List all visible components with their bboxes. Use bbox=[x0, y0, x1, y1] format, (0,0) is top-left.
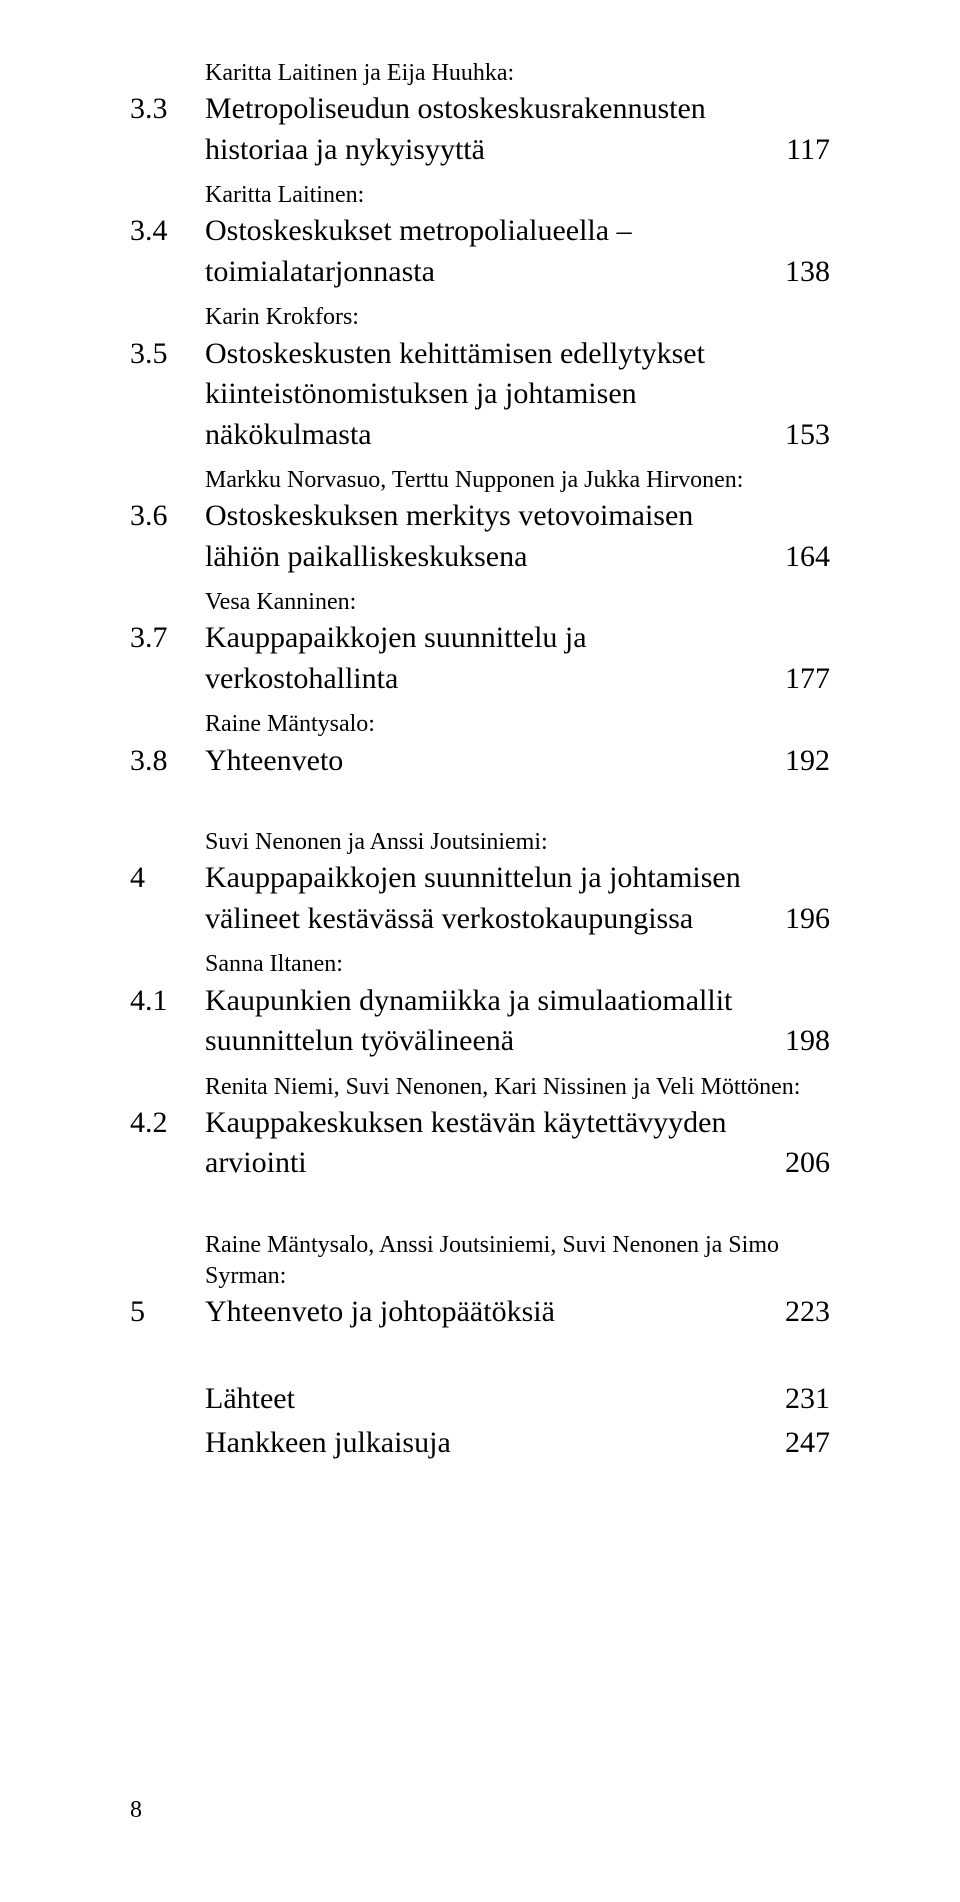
toc-entry: Hankkeen julkaisuja 247 bbox=[130, 1423, 830, 1464]
entry-author: Raine Mäntysalo: bbox=[130, 709, 830, 740]
table-of-contents: Karitta Laitinen ja Eija Huuhka: 3.3 Met… bbox=[130, 58, 830, 1464]
entry-number: 4.2 bbox=[130, 1103, 205, 1144]
entry-page: 153 bbox=[770, 415, 830, 456]
entry-author: Vesa Kanninen: bbox=[130, 587, 830, 618]
entry-author: Sanna Iltanen: bbox=[130, 949, 830, 980]
page: Karitta Laitinen ja Eija Huuhka: 3.3 Met… bbox=[0, 0, 960, 1902]
entry-author: Raine Mäntysalo, Anssi Joutsiniemi, Suvi… bbox=[130, 1230, 830, 1292]
entry-title: Yhteenveto bbox=[205, 741, 770, 782]
entry-page: 196 bbox=[770, 899, 830, 940]
entry-title: Kauppapaikkojen suunnittelu ja verkostoh… bbox=[205, 618, 770, 699]
toc-entry: Lähteet 231 bbox=[130, 1379, 830, 1420]
toc-entry: 4.1 Kaupunkien dynamiikka ja simulaatiom… bbox=[130, 981, 830, 1062]
toc-entry: 3.3 Metropoliseudun ostoskeskusrakennust… bbox=[130, 89, 830, 170]
toc-entry: 3.7 Kauppapaikkojen suunnittelu ja verko… bbox=[130, 618, 830, 699]
page-number: 8 bbox=[130, 1797, 142, 1824]
toc-entry: 3.5 Ostoskeskusten kehittämisen edellyty… bbox=[130, 334, 830, 456]
toc-entry: 3.8 Yhteenveto 192 bbox=[130, 741, 830, 782]
entry-title: Lähteet bbox=[205, 1379, 770, 1420]
toc-entry: 3.6 Ostoskeskuksen merkitys vetovoimaise… bbox=[130, 496, 830, 577]
entry-title: Ostoskeskukset metropolialueella – toimi… bbox=[205, 211, 770, 292]
entry-page: 231 bbox=[770, 1379, 830, 1420]
entry-author: Karin Krokfors: bbox=[130, 302, 830, 333]
entry-title: Kauppakeskuksen kestävän käytettävyyden … bbox=[205, 1103, 770, 1184]
entry-number: 3.6 bbox=[130, 496, 205, 537]
toc-entry: 4 Kauppapaikkojen suunnittelun ja johtam… bbox=[130, 858, 830, 939]
entry-number: 4.1 bbox=[130, 981, 205, 1022]
entry-page: 177 bbox=[770, 659, 830, 700]
entry-page: 223 bbox=[770, 1292, 830, 1333]
entry-title: Kauppapaikkojen suunnittelun ja johtamis… bbox=[205, 858, 770, 939]
entry-number: 3.3 bbox=[130, 89, 205, 130]
entry-title: Kaupunkien dynamiikka ja simulaatiomalli… bbox=[205, 981, 770, 1062]
toc-entry: 5 Yhteenveto ja johtopäätöksiä 223 bbox=[130, 1292, 830, 1333]
entry-number: 3.4 bbox=[130, 211, 205, 252]
entry-page: 206 bbox=[770, 1143, 830, 1184]
entry-title: Ostoskeskusten kehittämisen edellytykset… bbox=[205, 334, 770, 456]
entry-page: 192 bbox=[770, 741, 830, 782]
entry-number: 3.5 bbox=[130, 334, 205, 375]
entry-number: 3.7 bbox=[130, 618, 205, 659]
entry-page: 198 bbox=[770, 1021, 830, 1062]
entry-page: 117 bbox=[770, 130, 830, 171]
toc-entry: 3.4 Ostoskeskukset metropolialueella – t… bbox=[130, 211, 830, 292]
entry-number: 3.8 bbox=[130, 741, 205, 782]
entry-author: Markku Norvasuo, Terttu Nupponen ja Jukk… bbox=[130, 465, 830, 496]
entry-number: 4 bbox=[130, 858, 205, 899]
entry-author: Renita Niemi, Suvi Nenonen, Kari Nissine… bbox=[130, 1072, 830, 1103]
entry-title: Metropoliseudun ostoskeskusrakennusten h… bbox=[205, 89, 770, 170]
entry-title: Hankkeen julkaisuja bbox=[205, 1423, 770, 1464]
entry-page: 138 bbox=[770, 252, 830, 293]
entry-page: 247 bbox=[770, 1423, 830, 1464]
entry-author: Karitta Laitinen ja Eija Huuhka: bbox=[130, 58, 830, 89]
entry-number: 5 bbox=[130, 1292, 205, 1333]
entry-author: Karitta Laitinen: bbox=[130, 180, 830, 211]
entry-title: Yhteenveto ja johtopäätöksiä bbox=[205, 1292, 770, 1333]
entry-page: 164 bbox=[770, 537, 830, 578]
entry-title: Ostoskeskuksen merkitys vetovoimaisen lä… bbox=[205, 496, 770, 577]
entry-author: Suvi Nenonen ja Anssi Joutsiniemi: bbox=[130, 827, 830, 858]
toc-entry: 4.2 Kauppakeskuksen kestävän käytettävyy… bbox=[130, 1103, 830, 1184]
